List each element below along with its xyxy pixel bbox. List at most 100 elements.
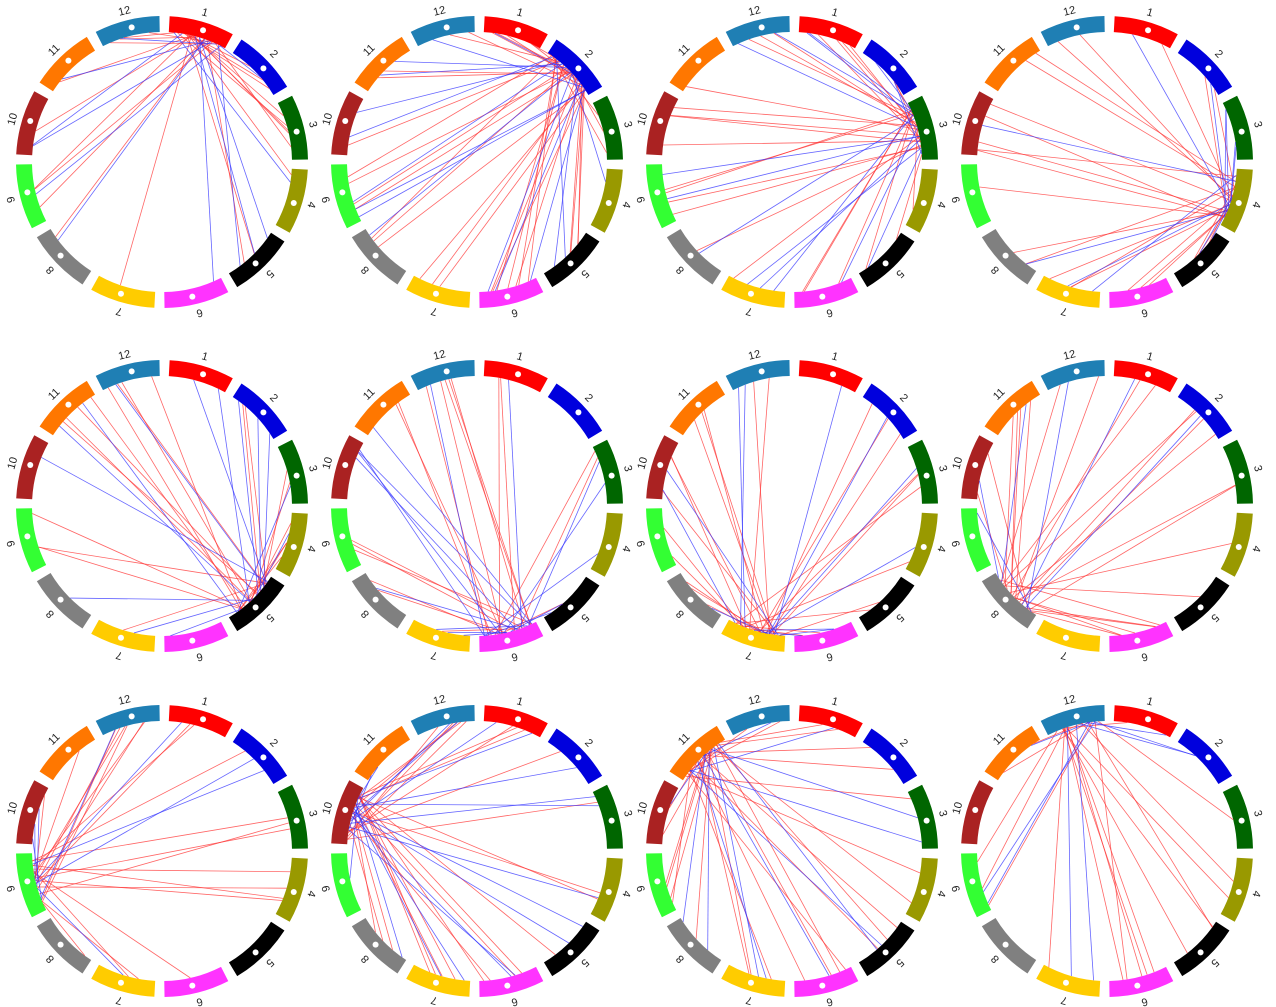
chord-link: [672, 146, 922, 215]
chromosome-label: 4: [1249, 200, 1262, 209]
chromosome-segment-8: [666, 917, 722, 974]
chord-link: [1094, 721, 1128, 980]
chord-link: [352, 543, 515, 631]
chord-link: [518, 58, 557, 286]
chord-link: [710, 748, 918, 819]
segment-marker: [1002, 941, 1009, 948]
segment-marker: [605, 889, 612, 896]
chord-link: [1081, 723, 1234, 882]
segment-marker: [1145, 371, 1152, 378]
chord-link: [687, 773, 921, 874]
chromosome-label: 7: [430, 993, 439, 1006]
segment-marker: [1145, 27, 1152, 34]
chromosome-segment-6: [479, 621, 544, 652]
chord-link: [199, 37, 268, 239]
segment-marker: [200, 371, 207, 378]
chord-link: [703, 410, 765, 634]
segment-marker: [1235, 200, 1242, 207]
chord-link: [82, 402, 238, 613]
chromosome-label: 6: [195, 650, 204, 663]
segment-marker: [695, 401, 702, 408]
chord-link: [357, 729, 525, 800]
segment-marker: [687, 596, 694, 603]
chromosome-segment-11: [354, 380, 411, 436]
chord-link: [779, 628, 834, 636]
chord-link: [716, 728, 838, 746]
segment-marker: [1134, 982, 1141, 989]
chord-link: [531, 43, 578, 80]
chord-link: [395, 404, 503, 634]
segment-marker: [1002, 252, 1009, 259]
chromosome-segment-8: [36, 572, 92, 629]
chord-link: [1225, 109, 1230, 208]
segment-marker: [504, 982, 511, 989]
chord-link: [192, 35, 284, 116]
chromosome-segment-9: [961, 853, 992, 918]
chord-link: [495, 83, 581, 291]
chord-link: [1004, 411, 1197, 587]
segment-marker: [504, 293, 511, 300]
chord-link: [1064, 727, 1124, 981]
chord-link: [1025, 60, 1235, 187]
chord-link: [666, 470, 779, 636]
segment-marker: [969, 189, 976, 196]
segment-marker: [608, 128, 615, 135]
chord-link: [689, 769, 882, 946]
chord-link: [358, 796, 598, 900]
chord-link: [32, 724, 195, 867]
chromosome-segment-10: [961, 435, 994, 500]
segment-marker: [890, 409, 897, 416]
chord-link: [350, 723, 450, 820]
chord-link: [982, 727, 1066, 889]
segment-marker: [504, 637, 511, 644]
chromosome-segment-6: [794, 966, 859, 997]
chord-link: [358, 89, 586, 218]
segment-marker: [372, 252, 379, 259]
chord-link: [349, 826, 599, 899]
chromosome-label: 1: [515, 6, 524, 19]
chord-link: [667, 135, 920, 200]
chord-link: [670, 115, 921, 143]
chord-link: [348, 751, 561, 832]
chromosome-segment-11: [984, 36, 1041, 92]
segment-marker: [293, 472, 300, 479]
chord-link: [759, 139, 921, 289]
segment-marker: [575, 754, 582, 761]
segment-marker: [1238, 128, 1245, 135]
chromosome-label: 8: [989, 952, 1002, 965]
chromosome-segment-3: [907, 784, 938, 849]
segment-marker: [920, 544, 927, 551]
chord-link: [690, 769, 772, 980]
segment-marker: [654, 189, 661, 196]
chord-link: [768, 468, 917, 635]
segment-marker: [65, 401, 72, 408]
chord-link: [552, 55, 599, 116]
segment-marker: [252, 604, 259, 611]
chord-link: [670, 115, 920, 136]
chromosome-segment-10: [961, 780, 994, 845]
chromosome-segment-8: [351, 228, 407, 285]
chromosome-segment-1: [1113, 360, 1178, 393]
chromosome-segment-11: [669, 725, 726, 781]
chromosome-segment-7: [1036, 275, 1101, 308]
chord-link: [1004, 416, 1014, 587]
chord-link: [765, 403, 873, 634]
chord-link: [33, 870, 129, 977]
chord-link: [663, 140, 921, 146]
chord-link: [39, 822, 290, 895]
chord-link: [1021, 378, 1136, 605]
segment-marker: [57, 596, 64, 603]
chromosome-label: 6: [825, 306, 834, 319]
segment-marker: [605, 544, 612, 551]
chromosome-label: 4: [304, 889, 317, 898]
chord-link: [893, 81, 914, 116]
chromosome-segment-7: [721, 619, 786, 652]
chromosome-segment-8: [666, 572, 722, 629]
segment-marker: [657, 117, 664, 124]
chord-link: [1010, 408, 1022, 594]
chromosome-segment-5: [858, 232, 915, 288]
chromosome-label: 11: [361, 386, 378, 403]
